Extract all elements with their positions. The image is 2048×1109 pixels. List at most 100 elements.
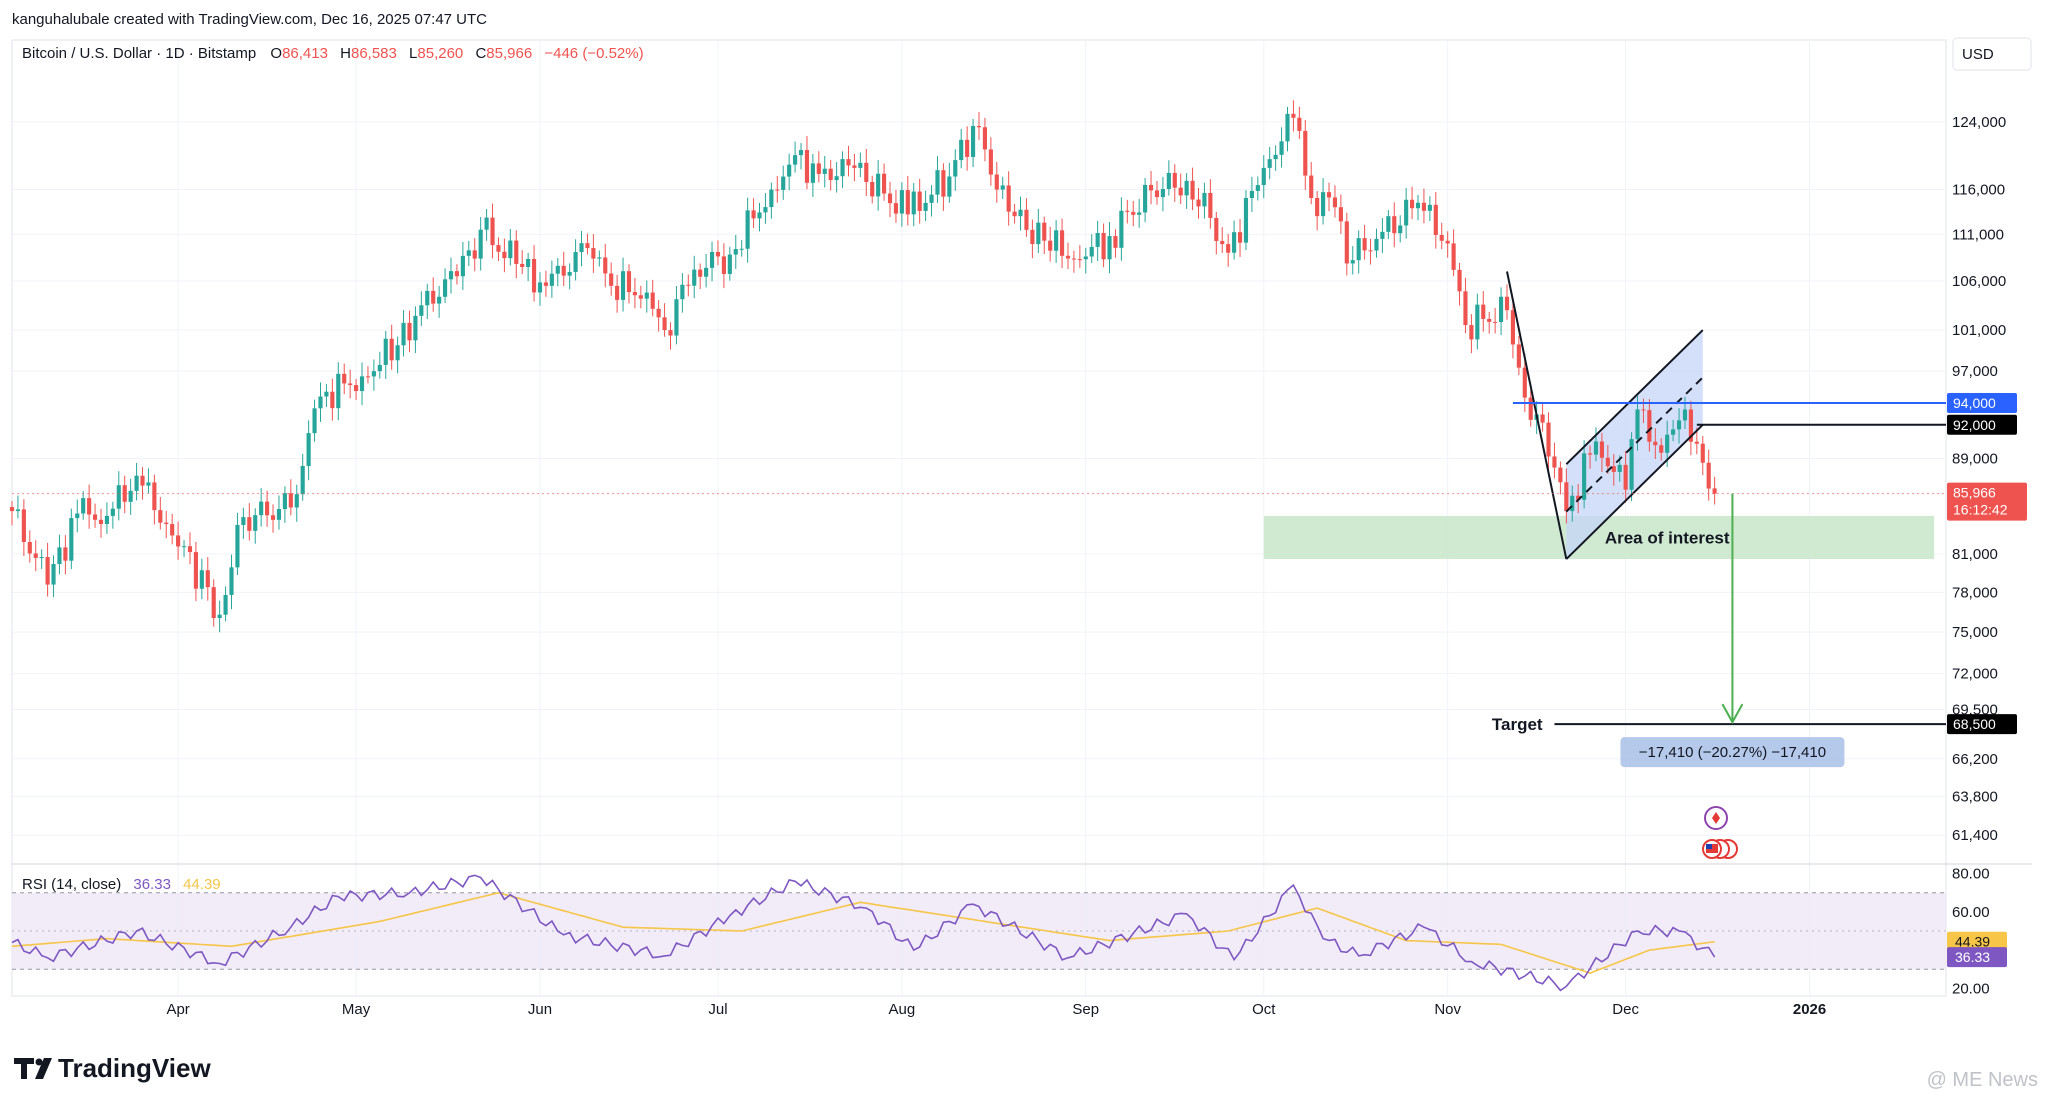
measure-rect (1620, 737, 1845, 768)
candle-body (454, 271, 460, 277)
candle-body (235, 524, 240, 568)
badge-rsi-value[interactable]: 36.33 (1947, 947, 2007, 968)
candle-body (1344, 221, 1349, 264)
candle-body (81, 498, 86, 514)
candle-body (1706, 462, 1711, 489)
candle-body (128, 490, 133, 502)
candle-body (941, 170, 946, 197)
candle-body (828, 168, 833, 181)
price-axis[interactable]: 61,40063,80066,20069,50072,00075,00078,0… (1952, 114, 2006, 844)
us-flag-event-icon[interactable] (1702, 839, 1738, 859)
candle-body (508, 240, 513, 259)
candle-body (609, 273, 614, 286)
rsi-pane: 20.00 60.00 80.00 (11, 866, 1990, 997)
sparkle-event-icon[interactable] (1704, 806, 1728, 830)
badge-target-text: 68,500 (1953, 716, 1996, 732)
candle-body (1398, 225, 1403, 234)
candle-body (164, 522, 169, 525)
legend-change: −446 (−0.52%) (544, 45, 643, 62)
candle-body (1273, 154, 1278, 160)
candle-body (69, 518, 74, 561)
candle-body (300, 466, 305, 495)
candle-body (858, 162, 863, 168)
candle-body (1386, 216, 1391, 232)
candle-body (1018, 209, 1023, 217)
badge-target[interactable]: 68,500 (1947, 714, 2017, 735)
currency-button[interactable]: USD (1952, 37, 2032, 71)
candle-body (1119, 210, 1124, 248)
candle-body (715, 251, 721, 257)
area-of-interest-label: Area of interest (1605, 528, 1730, 547)
candle-body (798, 150, 804, 156)
candle-body (318, 396, 323, 409)
badge-black-line[interactable]: 92,000 (1947, 414, 2017, 435)
candle-body (217, 614, 222, 619)
badge-rsi-ma[interactable]: 44.39 (1947, 931, 2007, 952)
candle-body (253, 515, 258, 531)
time-axis[interactable]: Apr May Jun Jul Aug Sep Oct Nov Dec 2026 (166, 1001, 1826, 1018)
candle-body (537, 282, 543, 293)
candle-body (626, 271, 632, 293)
candle-body (1237, 232, 1243, 243)
candle-body (846, 159, 851, 166)
candle-body (1617, 464, 1622, 472)
candle-body (1659, 445, 1664, 453)
candle-body (241, 517, 246, 525)
candle-body (282, 493, 287, 510)
candle-body (1255, 185, 1260, 191)
candle-body (63, 547, 68, 561)
time-tick-label: Jul (708, 1001, 727, 1018)
candle-body (704, 267, 709, 277)
time-tick-label: Jun (528, 1001, 552, 1018)
badge-last-rect (1947, 482, 2027, 521)
candle-body (573, 252, 578, 272)
candle-body (1148, 184, 1154, 191)
candle-body (1125, 210, 1130, 212)
tradingview-logo[interactable]: TradingView (14, 1053, 211, 1083)
candle-body (1427, 204, 1432, 211)
candle-body (923, 202, 928, 211)
tradingview-logo-text: TradingView (58, 1053, 211, 1083)
candle-body (1641, 409, 1646, 411)
candle-body (1309, 175, 1314, 198)
measure-box[interactable]: −17,410 (−20.27%) −17,410 (1620, 737, 1845, 768)
legend-h-label: H (340, 45, 351, 62)
candle-body (354, 385, 359, 392)
candle-body (1635, 409, 1640, 440)
candle-body (620, 271, 626, 300)
candle-body (1006, 185, 1011, 212)
flag-channel-fill[interactable] (1566, 330, 1703, 560)
candle-body (1143, 184, 1148, 213)
candle-body (763, 207, 768, 213)
candle-body (638, 295, 643, 299)
price-tick-label: 101,000 (1952, 322, 2006, 339)
badge-blue-line[interactable]: 94,000 (1947, 392, 2017, 413)
candle-body (947, 176, 952, 197)
badge-last-price[interactable]: 85,966 16:12:42 (1947, 482, 2027, 521)
candle-body (1208, 192, 1213, 218)
candle-body (555, 265, 560, 274)
candle-body (982, 127, 988, 150)
event-icons[interactable] (1702, 806, 1738, 859)
candle-body (211, 587, 216, 619)
candle-body (140, 475, 145, 486)
candle-body (585, 243, 590, 249)
candle-body (98, 519, 104, 525)
candle-body (876, 173, 881, 197)
candle-body (1552, 456, 1557, 468)
candle-body (870, 181, 875, 197)
price-badges: 94,000 92,000 85,966 16:12:42 68,500 44.… (1947, 392, 2027, 968)
candle-body (953, 160, 958, 177)
header-credit: kanguhalubale created with TradingView.c… (12, 11, 487, 28)
candle-body (959, 139, 964, 161)
candle-body (1291, 113, 1296, 118)
time-tick-label: Aug (889, 1001, 916, 1018)
candle-body (419, 305, 424, 316)
candle-body (650, 292, 655, 309)
legend: Bitcoin / U.S. Dollar · 1D · Bitstamp O8… (22, 45, 644, 62)
currency-button-label: USD (1962, 46, 1994, 63)
candle-body (698, 269, 703, 277)
time-tick-label: Apr (166, 1001, 189, 1018)
candle-body (92, 514, 98, 520)
legend-c-value: 85,966 (486, 45, 532, 62)
